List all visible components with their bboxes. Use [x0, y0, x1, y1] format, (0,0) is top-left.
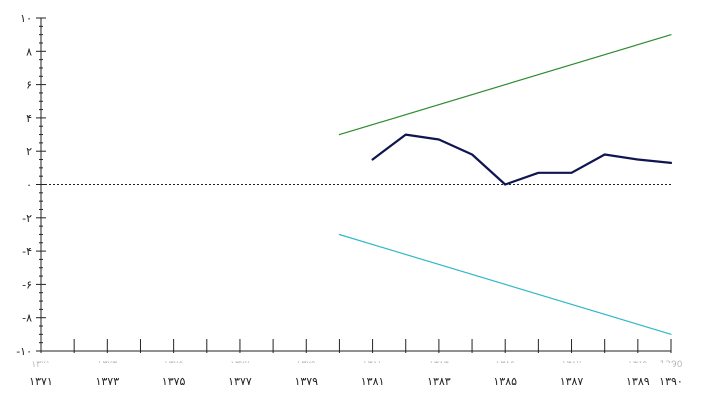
x-tick-label: ۱۳۷۵	[162, 375, 186, 388]
x-tick-label: ۱۳۹۰	[659, 375, 683, 388]
x-tick-label: ۱۳۷۳	[95, 375, 119, 388]
y-tick-label: ۶	[26, 79, 32, 92]
x-tick-label: ۱۳۸۷	[560, 375, 584, 388]
axes-layer	[36, 17, 672, 353]
series-layer	[41, 34, 673, 335]
y-tick-label: ۰	[26, 179, 32, 192]
y-tick-label: -۱۰	[16, 345, 32, 358]
x-tick-label: ۱۳۷۷	[228, 375, 252, 388]
x-tick-label: ۱۳۷۹	[294, 375, 318, 388]
y-tick-label: -۸	[22, 312, 32, 325]
series-line-3	[371, 133, 673, 186]
x-tick-label: ۱۳۸۱	[361, 375, 385, 388]
x-tick-label: ۱۳۷۱	[29, 375, 53, 388]
y-tick-label: ۱۰	[20, 12, 32, 25]
x-tick-label: ۱۳۸۵	[493, 375, 517, 388]
y-tick-label: ۸	[26, 45, 32, 58]
series-line-2	[338, 233, 672, 335]
x-tick-label: ۱۳۸۳	[427, 375, 451, 388]
tick-label-layer: -۱۰ -۸ -۶ -۴ -۲ ۰ ۲ ۴ ۶ ۸ ۱۰ ۱۳۷۱ ۱۳۷۳ ۱۳۷۵ ۱۳۷۷ ۱۳۷۹ ۱۳…	[16, 12, 683, 388]
y-tick-label: -۶	[22, 278, 32, 291]
y-tick-label: ۴	[26, 112, 32, 125]
x-tick-label: ۱۳۸۹	[626, 375, 650, 388]
y-tick-label: -۴	[22, 245, 32, 258]
y-tick-label: ۲	[26, 145, 32, 158]
ghost-label-mask	[39, 363, 673, 372]
y-tick-label: -۲	[22, 212, 32, 225]
series-line-1	[338, 34, 672, 136]
